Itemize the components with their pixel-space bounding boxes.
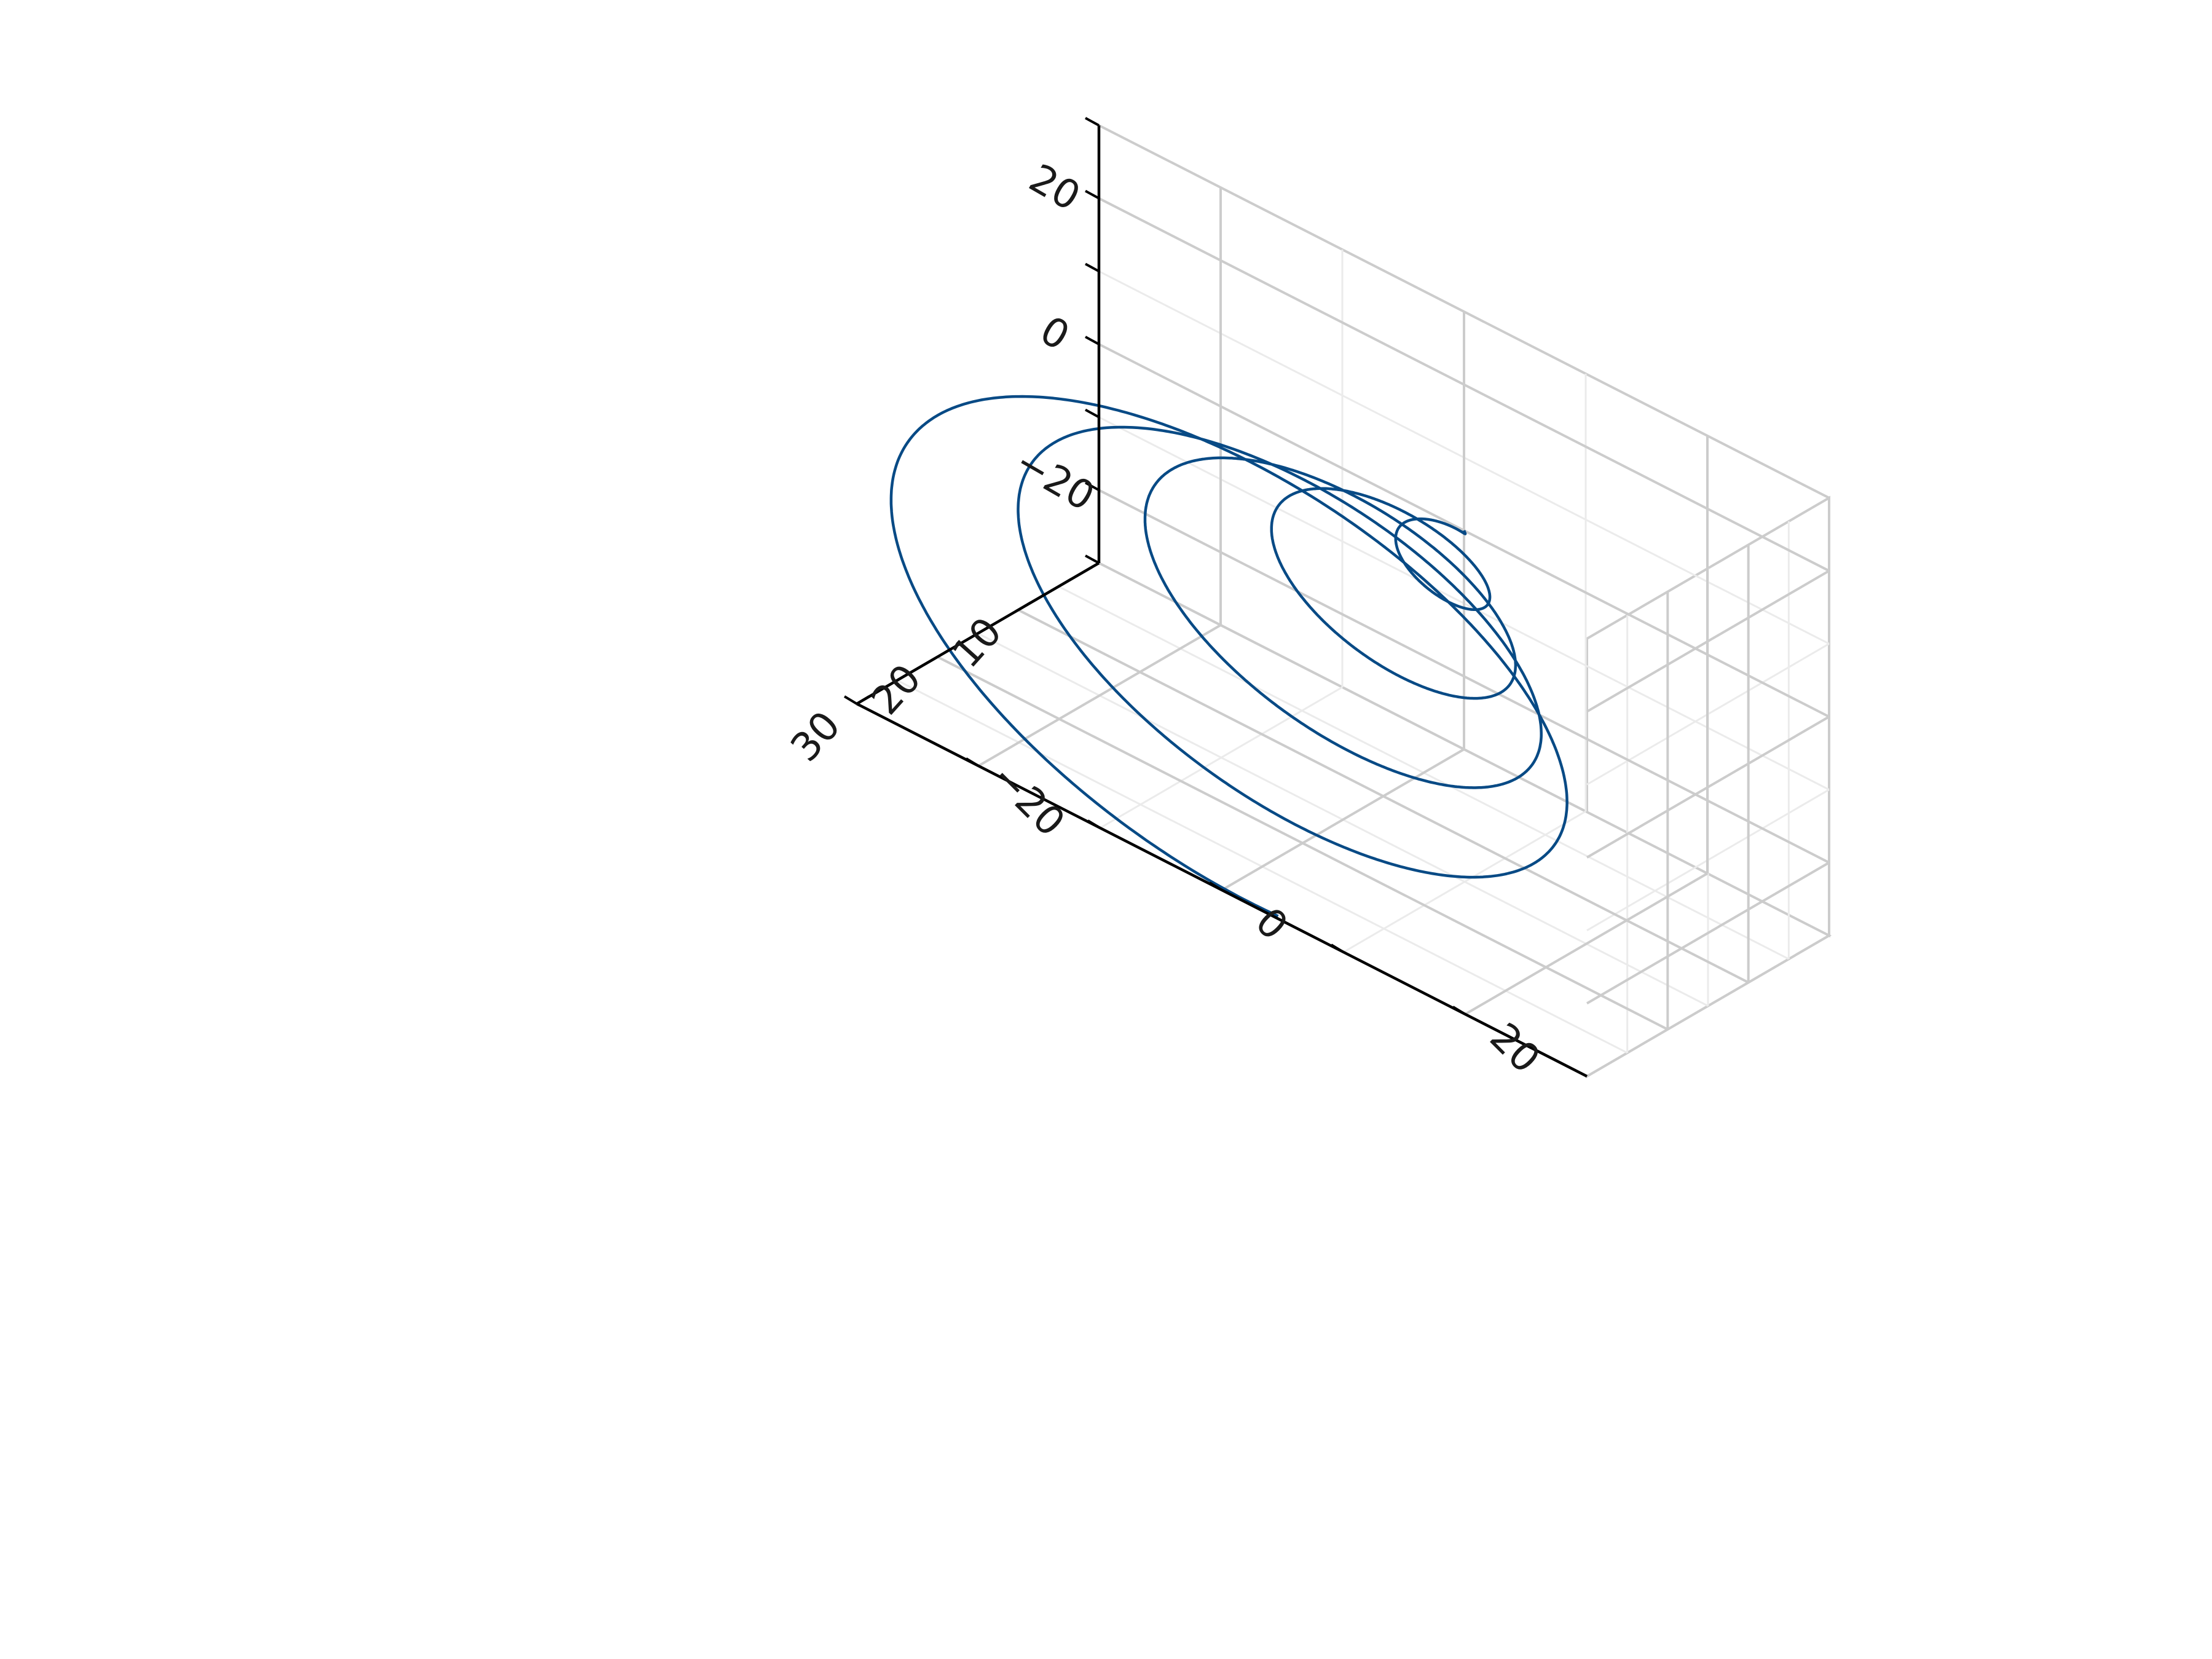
z-tick-label: −20	[1007, 439, 1102, 521]
gridline-major	[1586, 715, 1830, 859]
x-tick-mark	[856, 695, 870, 705]
y-tick-mark	[1087, 819, 1101, 829]
gridline-major	[1098, 489, 1830, 864]
gridline-major	[1098, 197, 1830, 572]
gridline-minor	[1100, 686, 1343, 829]
chart-series-layer	[889, 395, 1568, 918]
gridline-major	[1586, 861, 1830, 1005]
gridline-major	[1586, 569, 1830, 713]
z-tick-mark	[1085, 262, 1100, 273]
y-tick-mark	[1452, 1006, 1466, 1015]
z-tick-mark	[1085, 554, 1100, 564]
z-tick-label: 20	[1021, 156, 1088, 220]
z-tick-mark	[1085, 408, 1100, 419]
x-tick-mark	[1017, 601, 1031, 612]
chart-grid	[896, 187, 1830, 1054]
z-tick-mark	[1085, 117, 1100, 127]
x-tick-mark	[896, 672, 910, 682]
z-tick-mark	[1085, 336, 1100, 345]
x-tick-mark	[1058, 578, 1072, 588]
z-tick-mark	[1085, 481, 1100, 492]
series-line	[889, 395, 1568, 918]
gridline-major	[977, 624, 1222, 767]
x-tick-label: 30	[782, 703, 849, 771]
z-tick-mark	[1085, 189, 1100, 200]
z-tick-label: 0	[1033, 308, 1077, 360]
x-tick-mark	[937, 648, 951, 658]
y-tick-mark	[1208, 881, 1223, 891]
gridline-major	[1221, 748, 1465, 891]
y-tick-mark	[1330, 944, 1345, 953]
gridline-major	[1464, 872, 1709, 1015]
x-tick-mark	[977, 625, 991, 635]
gridline-minor	[1343, 810, 1586, 953]
y-tick-mark	[843, 695, 858, 705]
y-tick-mark	[965, 757, 980, 767]
